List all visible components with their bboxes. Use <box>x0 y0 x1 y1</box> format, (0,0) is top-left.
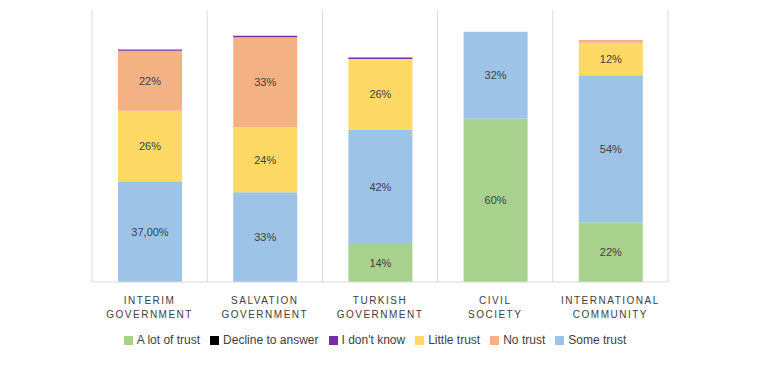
svg-text:37,00%: 37,00% <box>131 226 169 238</box>
svg-text:INTERNATIONALCOMMUNITY: INTERNATIONALCOMMUNITY <box>561 295 660 320</box>
svg-text:SALVATIONGOVERNMENT: SALVATIONGOVERNMENT <box>221 295 308 320</box>
html-text:No trust: No trust <box>503 333 546 347</box>
svg-text:22%: 22% <box>600 246 622 258</box>
svg-text:14%: 14% <box>369 257 391 269</box>
svg-text:26%: 26% <box>139 140 161 152</box>
svg-text:54%: 54% <box>600 143 622 155</box>
svg-text:26%: 26% <box>369 88 391 100</box>
svg-text:INTERIMGOVERNMENT: INTERIMGOVERNMENT <box>106 295 193 320</box>
svg-text:22%: 22% <box>139 75 161 87</box>
svg-text:12%: 12% <box>600 53 622 65</box>
svg-text:42%: 42% <box>369 181 391 193</box>
svg-text:24%: 24% <box>254 154 276 166</box>
svg-text:32%: 32% <box>485 69 507 81</box>
svg-text:33%: 33% <box>254 76 276 88</box>
svg-text:33%: 33% <box>254 231 276 243</box>
html-text:Some trust: Some trust <box>568 333 627 347</box>
svg-text:CIVILSOCIETY: CIVILSOCIETY <box>468 295 522 320</box>
html-text:A lot of trust: A lot of trust <box>136 333 201 347</box>
html-text:Little trust: Little trust <box>428 333 481 347</box>
svg-text:TURKISHGOVERNMENT: TURKISHGOVERNMENT <box>337 295 424 320</box>
html-text:I don't know: I don't know <box>341 333 406 347</box>
svg-text:60%: 60% <box>485 194 507 206</box>
html-text:Decline to answer: Decline to answer <box>223 333 319 347</box>
